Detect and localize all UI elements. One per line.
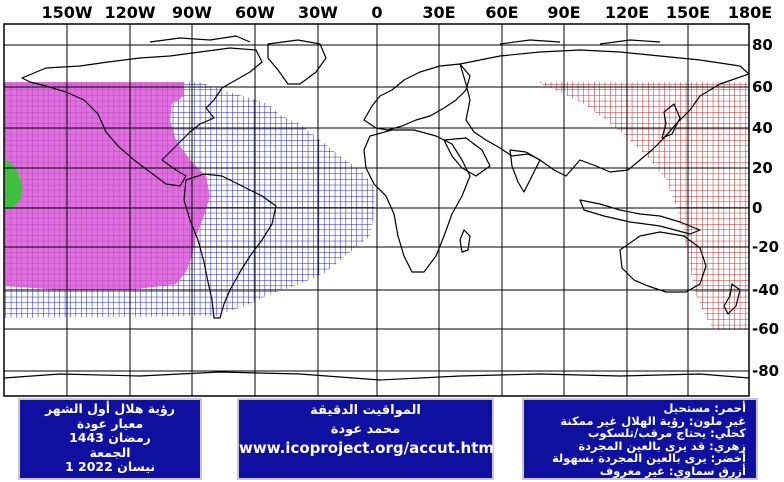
lon-label: 30E [422, 3, 456, 22]
lon-label: 120W [104, 3, 156, 22]
arabia-outline [443, 137, 491, 177]
legend-day-line: الجمعة [89, 444, 131, 460]
zone-green [4, 158, 22, 210]
antarctica-outline [4, 371, 749, 381]
greenland-outline [267, 39, 327, 85]
japan-outline [661, 103, 681, 139]
key-uncolored: غير ملون: رؤية الهلال غير ممكنة [560, 413, 746, 428]
arctic-islands-outline [149, 35, 661, 45]
zone-magenta [4, 82, 210, 290]
lon-label: 90E [547, 3, 581, 22]
lat-label: -20 [752, 238, 780, 256]
lat-label: 20 [752, 159, 773, 177]
continents [4, 35, 749, 381]
map-frame [3, 23, 750, 397]
europe-outline [363, 63, 471, 131]
indonesia-outline [579, 199, 701, 235]
new-zealand-outline [723, 283, 741, 315]
legend-date-line: 1 نيسان 2022 [64, 459, 156, 474]
lat-label: 80 [752, 36, 773, 54]
asia-outline [459, 49, 749, 177]
lat-label: 40 [752, 119, 773, 137]
key-red: أحمر: مستحيل [663, 401, 746, 415]
credits-author: محمد عودة [330, 422, 401, 437]
lat-label: 60 [752, 78, 773, 96]
lon-label: 0 [371, 3, 383, 22]
lon-label: 150E [665, 3, 711, 22]
legend-credits-box: المواقيت الدقيقة محمد عودة www.icoprojec… [237, 398, 500, 480]
credits-url-link[interactable]: www.icoproject.org/accut.html [239, 439, 500, 457]
africa-outline [363, 129, 471, 273]
lat-label: -40 [752, 281, 780, 299]
legend-title-line: رؤية هلال أول الشهر [45, 401, 175, 416]
zone-red [537, 82, 749, 330]
graticule [4, 24, 749, 396]
madagascar-outline [459, 229, 471, 253]
key-pink: زهري: قد يرى بالعين المجردة [578, 438, 746, 453]
north-america-outline [21, 47, 263, 187]
south-america-outline [183, 173, 277, 319]
legend-month-line: رمضان 1443 [69, 430, 151, 445]
credits-title: المواقيت الدقيقة [310, 403, 421, 418]
lat-label: -80 [752, 362, 780, 380]
india-outline [509, 149, 541, 193]
lon-label: 180E [727, 3, 773, 22]
lat-label: -60 [752, 320, 780, 338]
lon-label: 120E [604, 3, 650, 22]
australia-outline [619, 231, 707, 293]
legend-color-key-box: أحمر: مستحيل غير ملون: رؤية الهلال غير م… [522, 398, 758, 480]
lat-label: 0 [752, 199, 763, 217]
lon-label: 60E [485, 3, 519, 22]
lon-label: 30W [298, 3, 338, 22]
legend-title-box: رؤية هلال أول الشهر معيار عودة رمضان 144… [18, 398, 202, 480]
lon-label: 60W [235, 3, 275, 22]
key-cyan: أزرق سماوي: غير معروف [599, 463, 746, 478]
lon-label: 90W [172, 3, 212, 22]
lon-label: 150W [41, 3, 93, 22]
key-navy: كحلي: يحتاج مرقب/تلسكوب [587, 426, 746, 440]
legend-criterion-line: معيار عودة [76, 415, 144, 431]
key-green: أخضر: يرى بالعين المجردة بسهولة [551, 451, 746, 465]
